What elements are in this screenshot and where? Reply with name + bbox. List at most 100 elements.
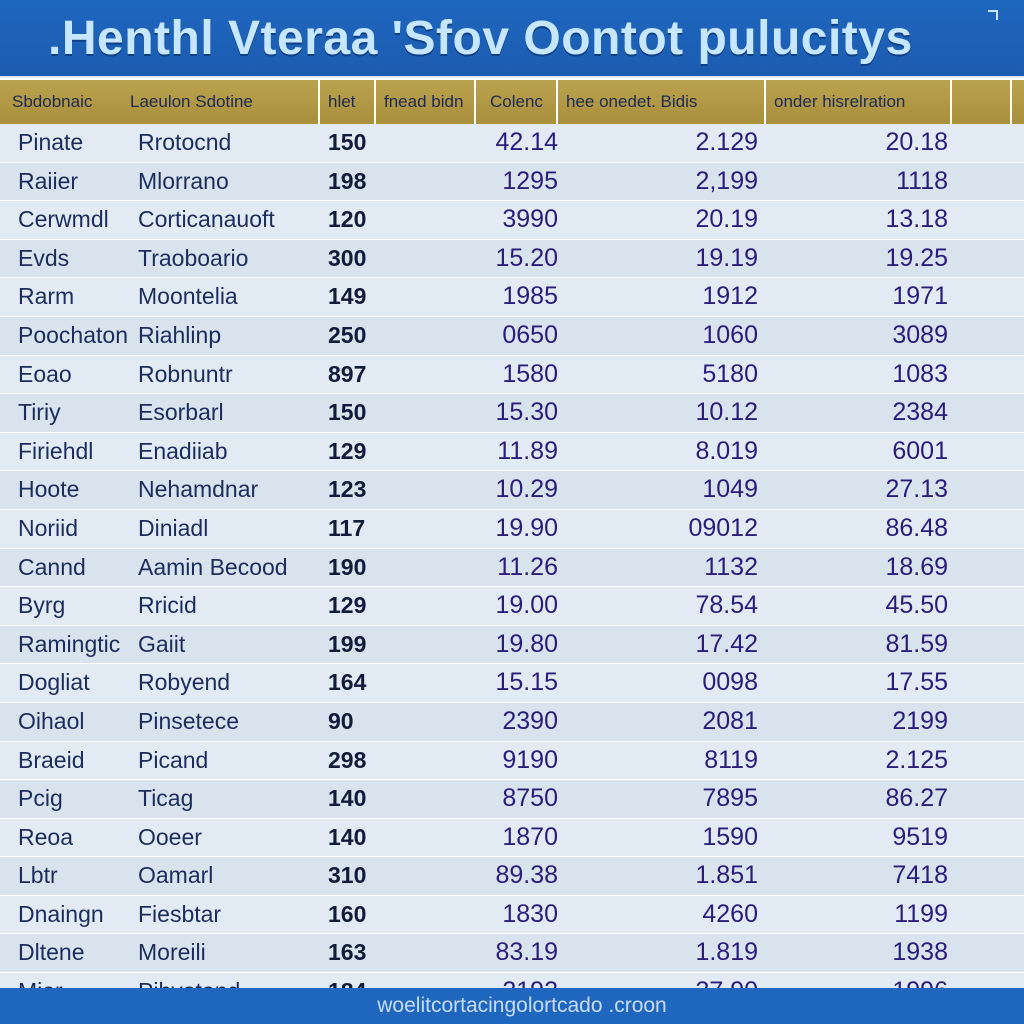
cell-value-c: 19.25 [885, 243, 948, 272]
cell-name: Braeid [18, 746, 85, 773]
footer-text: woelitcortacingolortcado .croon [377, 994, 667, 1017]
cell-location: Enadiiab [138, 437, 228, 464]
cell-value-c: 1199 [894, 899, 948, 928]
cell-value-a: 1870 [502, 822, 558, 851]
cell-value-b: 1590 [702, 822, 758, 851]
column-divider [374, 80, 376, 124]
cell-value-b: 10.12 [695, 398, 758, 427]
column-header-value-c[interactable]: onder hisrelration [774, 92, 906, 111]
table-row: Dnaingn Fiesbtar 160 1830 4260 1199 [0, 895, 1024, 935]
cell-value-a: 15.20 [495, 243, 558, 272]
cell-location: Traoboario [138, 244, 249, 271]
cell-qty: 298 [328, 746, 367, 773]
cell-name: Ramingtic [18, 630, 121, 657]
cell-value-a: 42.14 [495, 128, 558, 156]
cell-name: Evds [18, 244, 70, 271]
cell-value-c: 9519 [892, 822, 948, 851]
table-row: Noriid Diniadl 117 19.90 09012 86.48 [0, 509, 1024, 549]
cell-location: Oamarl [138, 862, 214, 889]
cell-value-c: 81.59 [885, 629, 948, 658]
cell-qty: 300 [328, 244, 367, 271]
cell-value-a: 11.89 [497, 436, 558, 465]
cell-qty: 199 [328, 630, 367, 657]
cell-value-a: 1830 [502, 899, 558, 928]
column-divider [950, 80, 952, 124]
cell-value-c: 1971 [892, 282, 948, 311]
column-header-value-b[interactable]: hee onedet. Bidis [566, 92, 698, 111]
cell-value-b: 8.019 [695, 436, 758, 465]
cell-value-b: 1912 [702, 282, 758, 311]
cell-qty: 90 [328, 707, 354, 734]
cell-name: Poochaton [18, 321, 128, 348]
cell-location: Pinsetece [138, 707, 240, 734]
cell-qty: 120 [328, 206, 367, 233]
cell-value-c: 1083 [892, 359, 948, 388]
cell-name: Pinate [18, 129, 84, 155]
cell-name: Cannd [18, 553, 86, 580]
cell-qty: 117 [328, 514, 366, 541]
table-row: Ramingtic Gaiit 199 19.80 17.42 81.59 [0, 625, 1024, 665]
cell-value-a: 3990 [502, 205, 558, 234]
cell-name: Reoa [18, 823, 73, 850]
cell-name: Oihaol [18, 707, 85, 734]
cell-value-a: 0650 [502, 320, 558, 349]
cell-value-c: 27.13 [885, 475, 948, 504]
cell-value-b: 1.851 [695, 861, 758, 890]
cell-value-a: 19.00 [495, 591, 558, 620]
cell-value-c: 2384 [892, 398, 948, 427]
column-header-name[interactable]: Sbdobnaic [12, 92, 93, 111]
cell-value-c: 2199 [892, 706, 948, 735]
cell-location: Rricid [138, 592, 197, 619]
cell-value-a: 83.19 [495, 938, 558, 967]
cell-qty: 129 [328, 437, 367, 464]
cell-value-a: 1295 [502, 166, 558, 195]
table-row: Rarm Moontelia 149 1985 1912 1971 [0, 278, 1024, 317]
cell-name: Noriid [18, 514, 79, 541]
cell-location: Diniadl [138, 514, 209, 541]
table-row: Braeid Picand 298 9190 8119 2.125 [0, 741, 1024, 781]
cell-value-b: 1060 [702, 320, 758, 349]
cell-value-b: 0098 [702, 668, 758, 697]
table-row: Lbtr Oamarl 310 89.38 1.851 7418 [0, 857, 1024, 896]
column-header-qty[interactable]: hlet [328, 92, 356, 111]
table-row: Cerwmdl Corticanauoft 120 3990 20.19 13.… [0, 201, 1024, 240]
table-row: Pinate Rrotocnd 150 42.14 2.129 20.18 [0, 124, 1024, 163]
cell-value-a: 1580 [502, 359, 558, 388]
footer-bar: woelitcortacingolortcado .croon [0, 988, 1024, 1024]
data-table: Sbdobnaic Laeulon Sdotine hlet fnead bid… [0, 76, 1024, 1012]
table-row: Cannd Aamin Becood 190 11.26 1132 18.69 [0, 548, 1024, 588]
cell-value-c: 86.48 [885, 513, 948, 542]
cell-qty: 140 [328, 823, 367, 850]
cell-value-c: 86.27 [885, 784, 948, 813]
cell-value-a: 89.38 [495, 861, 558, 890]
column-header-value-a[interactable]: Colenc [490, 92, 543, 111]
cell-name: Lbtr [18, 862, 58, 889]
cell-value-c: 1938 [892, 938, 948, 967]
cell-value-c: 3089 [892, 320, 948, 349]
cell-location: Nehamdnar [138, 476, 259, 503]
cell-location: Riahlinp [138, 321, 222, 348]
cell-name: Cerwmdl [18, 206, 109, 233]
cell-value-b: 19.19 [695, 243, 758, 272]
cell-location: Moontelia [138, 283, 238, 310]
cell-qty: 150 [328, 399, 367, 426]
cell-value-b: 8119 [704, 745, 758, 774]
cell-name: Hoote [18, 476, 80, 503]
cell-qty: 149 [328, 283, 367, 310]
column-header-fnead[interactable]: fnead bidn [384, 92, 464, 111]
table-row: Dogliat Robyend 164 15.15 0098 17.55 [0, 664, 1024, 703]
column-header-location[interactable]: Laeulon Sdotine [130, 92, 253, 111]
cell-qty: 129 [328, 592, 367, 619]
cell-value-c: 6001 [892, 436, 948, 465]
table-row: Byrg Rricid 129 19.00 78.54 45.50 [0, 587, 1024, 626]
cell-value-c: 20.18 [885, 128, 948, 156]
cell-name: Dogliat [18, 669, 90, 696]
title-bar: .Henthl Vteraa 'Sfov Oontot pulucitys [0, 0, 1024, 76]
cell-value-b: 20.19 [695, 205, 758, 234]
table-row: Raiier Mlorrano 198 1295 2,199 1118 [0, 162, 1024, 202]
cell-location: Ticag [138, 785, 194, 812]
cell-name: Firiehdl [18, 437, 94, 464]
table-row: Eoao Robnuntr 897 1580 5180 1083 [0, 355, 1024, 395]
cell-value-c: 17.55 [885, 668, 948, 697]
cell-value-c: 13.18 [885, 205, 948, 234]
